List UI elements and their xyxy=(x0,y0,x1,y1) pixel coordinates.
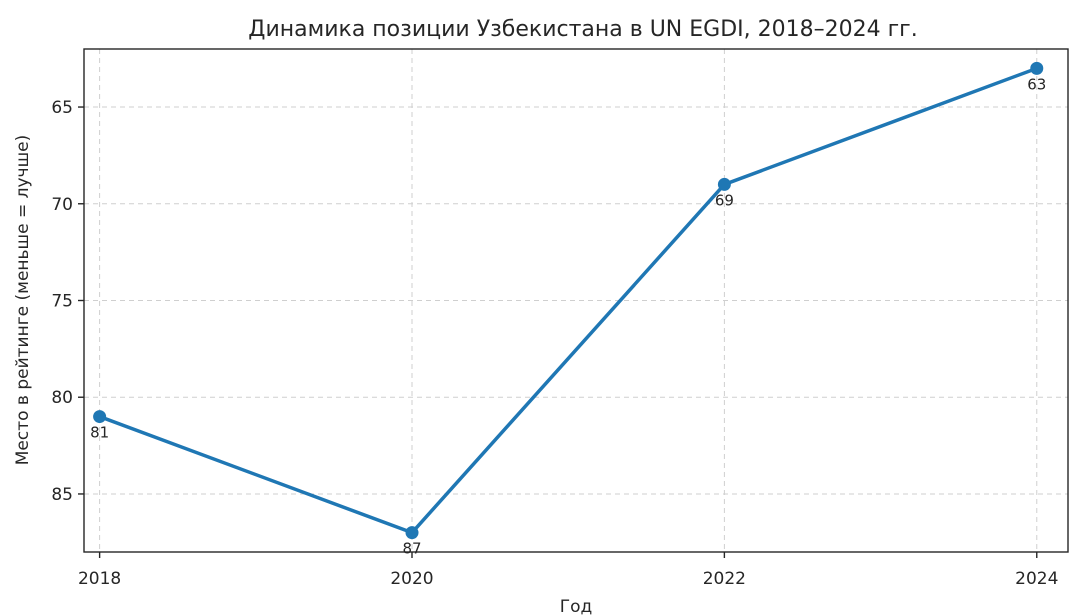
data-label: 81 xyxy=(90,424,109,442)
y-axis: 65 70 75 80 85 xyxy=(51,98,84,505)
chart-title: Динамика позиции Узбекистана в UN EGDI, … xyxy=(248,17,917,42)
x-tick-label: 2024 xyxy=(1015,569,1058,589)
series-group: 81 87 69 63 xyxy=(90,61,1046,558)
y-tick-label: 75 xyxy=(51,292,73,312)
x-axis: 2018 2020 2022 2024 xyxy=(78,552,1058,589)
data-point xyxy=(405,526,419,540)
data-label: 69 xyxy=(715,191,734,209)
x-tick-label: 2022 xyxy=(703,569,746,589)
grid-lines xyxy=(84,49,1068,552)
y-tick-label: 85 xyxy=(51,485,73,505)
x-axis-label: Год xyxy=(560,597,593,616)
data-label: 63 xyxy=(1027,75,1046,93)
y-tick-label: 65 xyxy=(51,98,73,118)
data-point xyxy=(717,177,731,191)
series-line xyxy=(99,66,1038,535)
x-tick-label: 2018 xyxy=(78,569,121,589)
y-tick-label: 70 xyxy=(51,195,73,215)
y-tick-label: 80 xyxy=(51,388,73,408)
data-point xyxy=(1030,61,1044,75)
y-axis-label: Место в рейтинге (меньше = лучше) xyxy=(13,135,33,466)
data-point xyxy=(93,410,107,424)
x-tick-label: 2020 xyxy=(390,569,433,589)
data-label: 87 xyxy=(402,540,421,558)
